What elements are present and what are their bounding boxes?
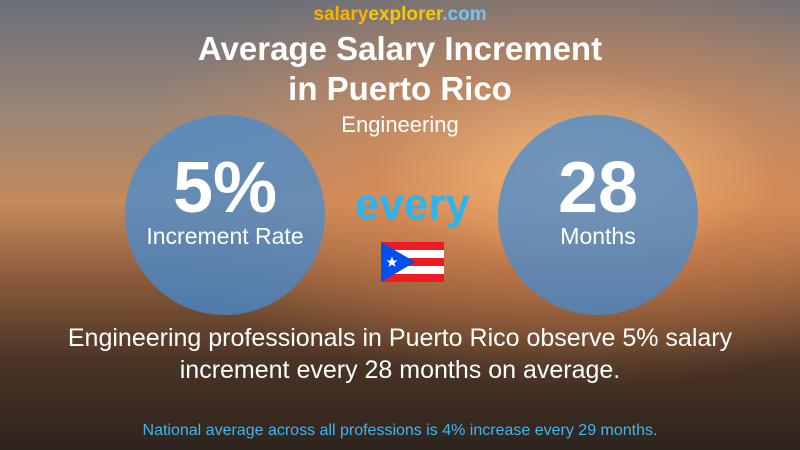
months-value: 28 (557, 148, 639, 228)
subtitle: Engineering (341, 112, 459, 137)
connector: every (354, 180, 470, 229)
brand-part: .com (442, 4, 487, 25)
footnote: National average across all professions … (142, 422, 658, 439)
brand: salaryexplorer.com (0, 4, 800, 26)
title: Average Salary Increment (197, 30, 603, 67)
flag (381, 242, 444, 282)
rate-label: Increment Rate (146, 223, 304, 249)
summary: Engineering professionals in Puerto Rico… (67, 324, 733, 384)
rate-value: 5% (172, 148, 278, 228)
brand-part: explorer (368, 4, 443, 25)
title: in Puerto Rico (288, 70, 512, 107)
brand-part: salary (313, 4, 369, 25)
circle: 5% Increment Rate (125, 115, 325, 315)
months-label: Months (560, 223, 636, 249)
circle: 28 Months (498, 115, 698, 315)
